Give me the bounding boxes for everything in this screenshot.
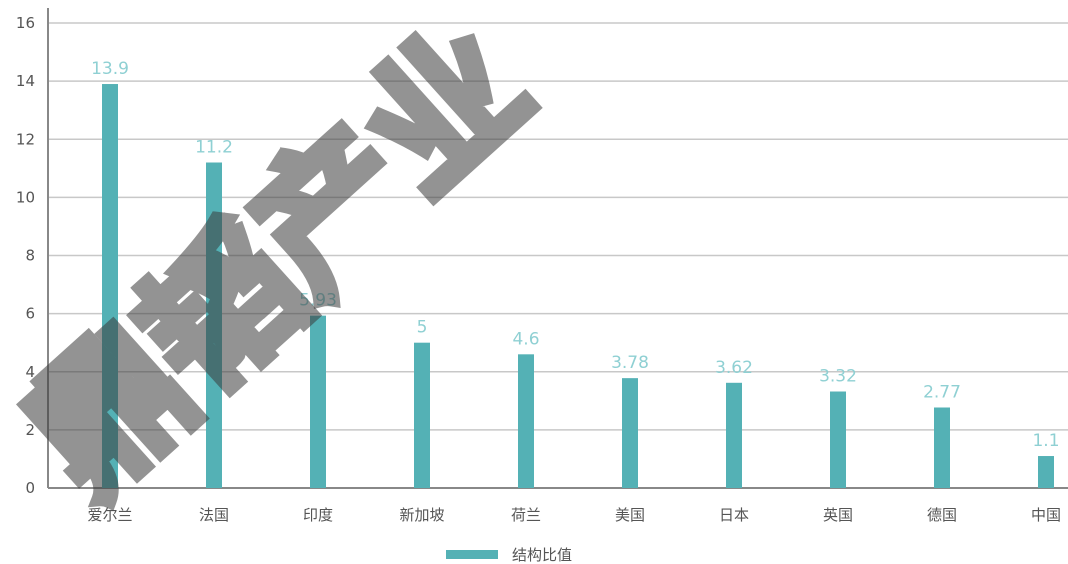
x-category-label: 德国 xyxy=(927,506,957,524)
data-label: 3.78 xyxy=(611,353,649,373)
x-category-label: 中国 xyxy=(1031,506,1061,524)
data-label: 13.9 xyxy=(91,59,129,79)
legend: 结构比值 xyxy=(446,546,572,564)
y-tick-label: 2 xyxy=(25,421,35,439)
y-tick-label: 4 xyxy=(25,363,35,381)
data-label: 3.62 xyxy=(715,358,753,378)
data-label: 5.93 xyxy=(299,291,337,311)
y-axis-ticks: 0 2 4 6 8 10 12 14 16 xyxy=(16,14,35,497)
bars xyxy=(102,84,1054,488)
data-label: 3.32 xyxy=(819,367,857,387)
data-label: 5 xyxy=(417,318,428,338)
x-category-label: 印度 xyxy=(303,506,333,524)
data-label: 11.2 xyxy=(195,138,233,158)
y-tick-label: 8 xyxy=(25,247,35,265)
x-category-label: 日本 xyxy=(719,506,749,524)
y-tick-label: 14 xyxy=(16,72,35,90)
x-category-label: 新加坡 xyxy=(399,506,444,524)
bar xyxy=(1038,456,1054,488)
bar xyxy=(310,315,326,488)
x-category-label: 美国 xyxy=(615,506,645,524)
data-label: 1.1 xyxy=(1032,431,1059,451)
x-category-label: 英国 xyxy=(823,506,853,524)
watermark-text: 鼎韬产业 xyxy=(0,0,560,527)
legend-label: 结构比值 xyxy=(512,546,572,564)
legend-swatch xyxy=(446,550,498,559)
bar xyxy=(414,342,430,488)
bar xyxy=(102,84,118,488)
y-tick-label: 0 xyxy=(25,479,35,497)
bar xyxy=(206,162,222,488)
y-tick-label: 10 xyxy=(16,188,35,206)
watermark: 鼎韬产业 xyxy=(0,0,565,532)
data-label: 2.77 xyxy=(923,382,961,402)
y-tick-label: 6 xyxy=(25,305,35,323)
bar xyxy=(622,378,638,488)
x-category-label: 爱尔兰 xyxy=(87,506,132,524)
x-category-label: 荷兰 xyxy=(511,506,541,524)
bar xyxy=(934,407,950,488)
bar xyxy=(518,354,534,488)
bar xyxy=(726,382,742,488)
x-axis-categories: 爱尔兰 法国 印度 新加坡 荷兰 美国 日本 英国 德国 中国 xyxy=(87,506,1061,524)
bar xyxy=(830,391,846,488)
y-tick-label: 12 xyxy=(16,130,35,148)
y-tick-label: 16 xyxy=(16,14,35,32)
data-labels: 13.9 11.2 5.93 5 4.6 3.78 3.62 3.32 2.77 1.1 xyxy=(91,59,1059,451)
x-category-label: 法国 xyxy=(199,506,229,524)
data-label: 4.6 xyxy=(512,329,539,349)
